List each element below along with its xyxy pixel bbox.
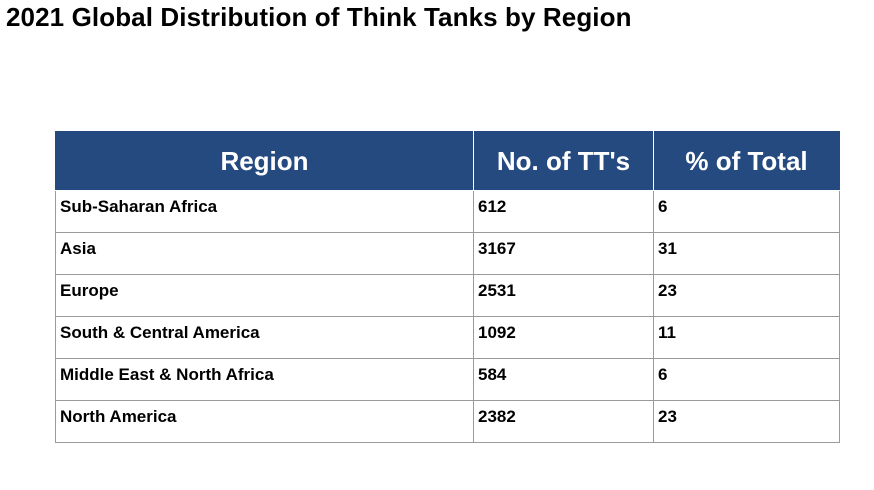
table-row: Middle East & North Africa 584 6 bbox=[55, 358, 840, 401]
percent-cell: 6 bbox=[653, 190, 840, 233]
count-cell: 2382 bbox=[473, 400, 654, 443]
count-cell: 612 bbox=[473, 190, 654, 233]
region-cell: South & Central America bbox=[55, 316, 474, 359]
percent-cell: 23 bbox=[653, 274, 840, 317]
count-cell: 584 bbox=[473, 358, 654, 401]
region-cell: North America bbox=[55, 400, 474, 443]
table-row: Europe 2531 23 bbox=[55, 274, 840, 317]
table-row: Asia 3167 31 bbox=[55, 232, 840, 275]
table-header-row: Region No. of TT's % of Total bbox=[55, 131, 840, 191]
percent-cell: 6 bbox=[653, 358, 840, 401]
page-title: 2021 Global Distribution of Think Tanks … bbox=[6, 2, 632, 32]
region-cell: Europe bbox=[55, 274, 474, 317]
region-cell: Middle East & North Africa bbox=[55, 358, 474, 401]
count-cell: 1092 bbox=[473, 316, 654, 359]
table-row: North America 2382 23 bbox=[55, 400, 840, 443]
percent-cell: 31 bbox=[653, 232, 840, 275]
table-row: Sub-Saharan Africa 612 6 bbox=[55, 190, 840, 233]
percent-cell: 23 bbox=[653, 400, 840, 443]
column-header-count: No. of TT's bbox=[473, 131, 654, 191]
count-cell: 3167 bbox=[473, 232, 654, 275]
column-header-percent: % of Total bbox=[653, 131, 840, 191]
table-row: South & Central America 1092 11 bbox=[55, 316, 840, 359]
region-cell: Sub-Saharan Africa bbox=[55, 190, 474, 233]
column-header-region: Region bbox=[55, 131, 474, 191]
percent-cell: 11 bbox=[653, 316, 840, 359]
think-tanks-table: Region No. of TT's % of Total Sub-Sahara… bbox=[55, 131, 840, 443]
count-cell: 2531 bbox=[473, 274, 654, 317]
region-cell: Asia bbox=[55, 232, 474, 275]
